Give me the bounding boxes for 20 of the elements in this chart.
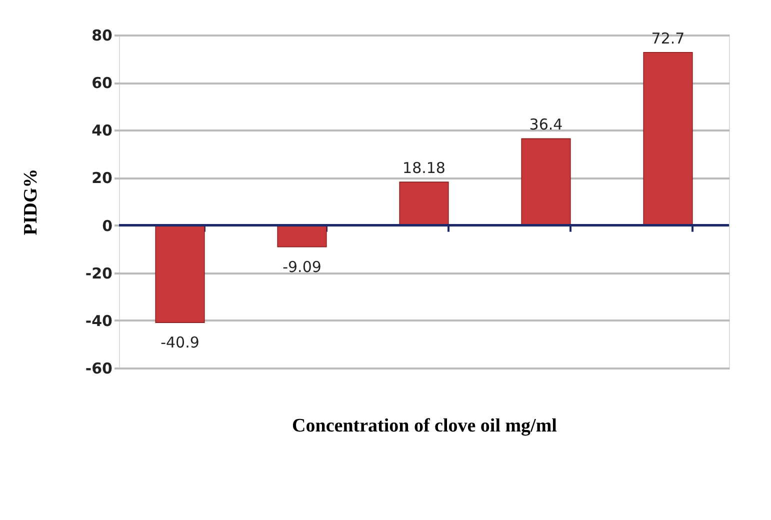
bar — [399, 182, 449, 226]
y-tick-label: 20 — [92, 169, 112, 188]
data-label: 72.7 — [651, 29, 685, 48]
y-tick-label: -60 — [85, 360, 112, 378]
bar — [277, 224, 327, 248]
data-label: 36.4 — [529, 116, 563, 134]
bar — [155, 224, 205, 323]
y-tick-label: 80 — [92, 26, 112, 44]
bar — [643, 52, 693, 226]
y-tick-label: 0 — [102, 216, 112, 235]
bar — [521, 138, 571, 226]
x-axis-title: Concentration of clove oil mg/ml — [292, 416, 557, 436]
data-label: -40.9 — [160, 334, 200, 352]
data-label: 18.18 — [402, 159, 446, 178]
y-tick-label: -40 — [85, 312, 112, 330]
y-tick-label: -20 — [85, 264, 112, 282]
data-label: -9.09 — [282, 258, 322, 276]
y-axis-title: PIDG% — [20, 168, 42, 236]
y-tick-label: 40 — [92, 122, 112, 140]
y-tick-label: 60 — [92, 74, 112, 92]
